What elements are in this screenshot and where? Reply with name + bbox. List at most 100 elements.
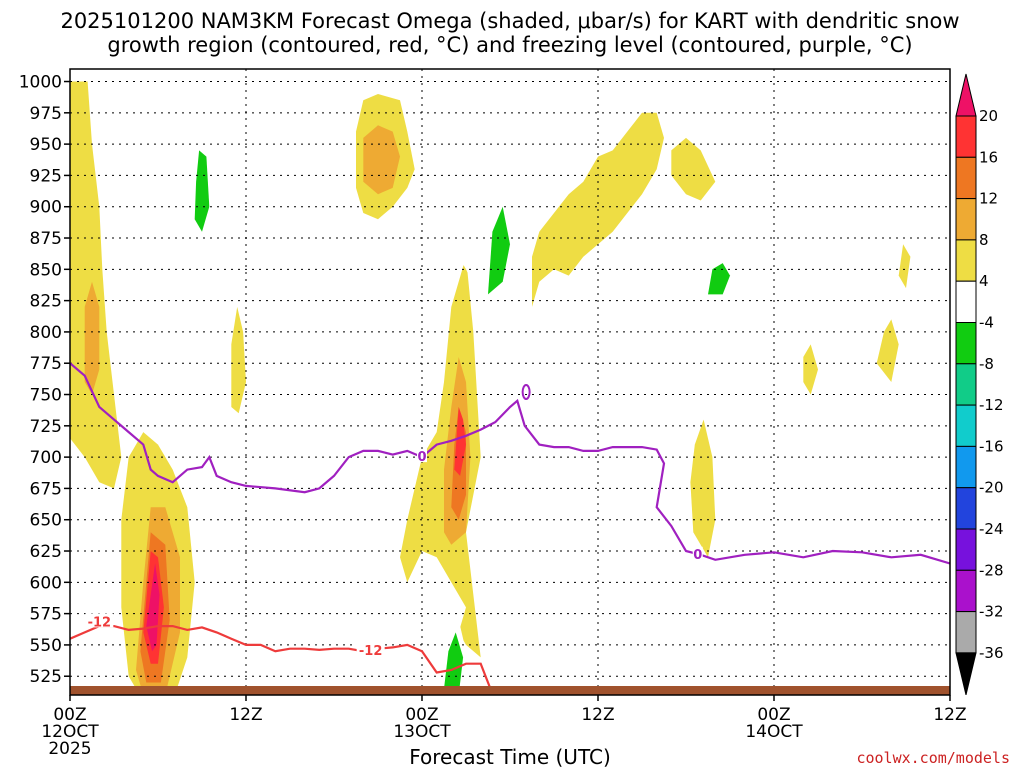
colorbar-label: -8	[979, 355, 994, 373]
dgz-contour	[70, 625, 495, 695]
colorbar-box	[955, 115, 977, 158]
x-tick-label: 13OCT	[393, 722, 451, 742]
plot-frame	[69, 68, 951, 696]
omega-region-4	[146, 563, 160, 652]
chart-title-line1: 2025101200 NAM3KM Forecast Omega (shaded…	[60, 9, 959, 33]
fz-label-bg	[692, 546, 703, 560]
omega-region-6	[84, 281, 100, 395]
colorbar-box	[955, 322, 977, 365]
dgz-label-1: -12	[359, 644, 383, 659]
dgz-label-0: -12	[88, 615, 112, 630]
omega-shading	[70, 81, 911, 695]
colorbar-label: 16	[979, 148, 998, 166]
omega-region-25	[231, 306, 246, 414]
omega-region-5	[70, 81, 122, 489]
y-tick-label: 925	[30, 166, 62, 186]
y-tick-label: 675	[30, 479, 62, 499]
colorbar-label: -20	[979, 479, 1004, 497]
colorbar-label: -16	[979, 437, 1004, 455]
colorbar-label: -4	[979, 314, 994, 332]
colorbar-label: 12	[979, 190, 998, 208]
colorbar-box	[955, 239, 977, 282]
y-tick-label: 850	[30, 260, 62, 280]
x-tick-label: 00Z	[405, 705, 438, 725]
y-tick-label: 700	[30, 448, 62, 468]
colorbar: 20 16 12 8 4 -4 -8 -12 -16 -20 -24 -28 -32 -36	[955, 73, 1004, 696]
x-tick-label: 2025	[48, 739, 91, 759]
colorbar-box	[955, 487, 977, 530]
y-tick-label: 825	[30, 292, 62, 312]
omega-region-28	[898, 244, 911, 289]
y-tick-label: 625	[30, 542, 62, 562]
colorbar-top-arrow	[955, 73, 977, 117]
colorbar-label: 4	[979, 272, 989, 290]
colorbar-box	[955, 363, 977, 406]
y-tick-label: 1000	[19, 73, 62, 93]
y-tick-label: 875	[30, 229, 62, 249]
x-tick-label: 12Z	[933, 705, 966, 725]
omega-region-12	[444, 632, 464, 695]
y-tick-label: 575	[30, 605, 62, 625]
omega-region-27	[803, 344, 818, 395]
y-tick-label: 600	[30, 573, 62, 593]
x-tick-label: 12Z	[581, 705, 614, 725]
colorbar-label: 8	[979, 231, 989, 249]
colorbar-box	[955, 198, 977, 241]
omega-region-16	[363, 125, 400, 195]
colorbar-bottom-arrow	[955, 652, 977, 696]
omega-region-19	[686, 231, 782, 395]
omega-region-22	[162, 144, 180, 257]
colorbar-label: -12	[979, 396, 1004, 414]
y-tick-label: 975	[30, 104, 62, 124]
colorbar-box	[955, 280, 977, 324]
y-tick-label: 950	[30, 135, 62, 155]
colorbar-box	[955, 404, 977, 447]
omega-region-7	[400, 256, 481, 658]
colorbar-box	[955, 528, 977, 571]
omega-region-10	[454, 407, 466, 476]
dgz-label-bg	[356, 642, 385, 657]
freezing-label-2: 0	[693, 548, 702, 563]
freezing-label-0: 0	[417, 450, 426, 465]
omega-region-18	[671, 137, 716, 201]
freezing-level-contour	[70, 362, 950, 565]
x-tick-label: 12OCT	[41, 722, 99, 742]
terrain-ground	[70, 686, 950, 695]
y-tick-label: 725	[30, 417, 62, 437]
colorbar-box	[955, 611, 977, 654]
colorbar-label: -32	[979, 603, 1004, 621]
y-tick-label: 800	[30, 323, 62, 343]
y-tick-label: 525	[30, 667, 62, 687]
colorbar-label: -24	[979, 520, 1004, 538]
omega-region-13	[348, 181, 525, 395]
colorbar-box	[955, 569, 977, 613]
plot-area: -12 -12 0 0	[69, 68, 951, 696]
y-axis: 525 550 575 600 625 650 675 700 725 750 775 800 825 8…	[19, 73, 70, 687]
dgz-label-bg	[85, 613, 114, 628]
chart-title-line2: growth region (contoured, red, °C) and f…	[107, 33, 912, 57]
colorbar-label: -36	[979, 644, 1004, 662]
omega-region-14	[488, 206, 510, 295]
omega-region-26	[876, 319, 899, 382]
credit-text: coolwx.com/models	[856, 749, 1010, 767]
y-tick-label: 650	[30, 511, 62, 531]
x-tick-label: 00Z	[53, 705, 86, 725]
colorbar-box	[955, 445, 977, 489]
y-tick-label: 550	[30, 636, 62, 656]
x-tick-label: 14OCT	[745, 722, 803, 742]
omega-region-24	[194, 150, 210, 232]
colorbar-label: 20	[979, 107, 998, 125]
y-tick-label: 900	[30, 198, 62, 218]
x-tick-label: 12Z	[229, 705, 262, 725]
x-tick-label: 00Z	[757, 705, 790, 725]
colorbar-box	[955, 156, 977, 200]
x-axis-label: Forecast Time (UTC)	[409, 745, 611, 768]
colorbar-label: -28	[979, 561, 1004, 579]
y-tick-label: 775	[30, 354, 62, 374]
omega-region-21	[690, 419, 716, 558]
y-tick-label: 750	[30, 386, 62, 406]
freezing-level-loop	[521, 384, 531, 401]
omega-region-20	[708, 263, 730, 295]
